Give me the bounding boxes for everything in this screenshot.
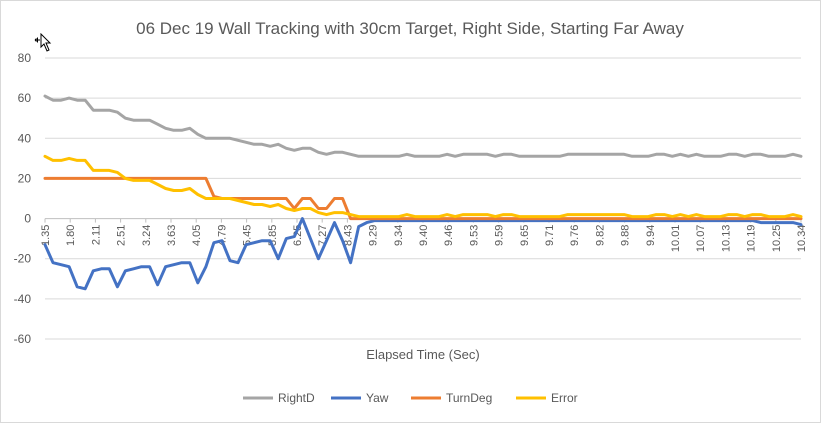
- x-tick-label: 9.71: [544, 225, 556, 246]
- x-tick-label: 9.53: [468, 225, 480, 246]
- x-tick-label: 9.59: [494, 225, 506, 246]
- x-tick-label: 9.65: [519, 225, 531, 246]
- series-line-error: [43, 154, 803, 219]
- x-tick-label: 10.25: [771, 225, 783, 253]
- x-tick-label: 9.76: [569, 225, 581, 246]
- x-tick-label: 9.82: [594, 225, 606, 246]
- x-tick-label: 3.63: [166, 225, 178, 246]
- legend: RightD Yaw TurnDeg Error: [243, 391, 578, 405]
- x-tick-label: 1.35: [40, 225, 52, 246]
- x-tick-label: 9.88: [620, 225, 632, 246]
- x-tick-label: 2.51: [116, 225, 128, 246]
- x-tick-label: 10.01: [670, 225, 682, 253]
- x-tick-label: 8.43: [342, 225, 354, 246]
- x-tick-label: 6.25: [292, 225, 304, 246]
- y-tick-label: 80: [18, 51, 32, 65]
- move-cursor-icon: [34, 33, 52, 52]
- y-tick-label: -40: [14, 292, 32, 306]
- y-tick-label: 60: [18, 91, 32, 105]
- gridlines: [45, 57, 801, 340]
- legend-label: TurnDeg: [446, 391, 492, 405]
- y-tick-label: -20: [14, 252, 32, 266]
- series-line-yaw: [43, 217, 803, 291]
- x-tick-label: 5.45: [242, 225, 254, 246]
- legend-label: Yaw: [366, 391, 389, 405]
- x-tick-label: 9.34: [393, 225, 405, 246]
- x-tick-label: 9.46: [443, 225, 455, 246]
- x-axis-label: Elapsed Time (Sec): [366, 347, 479, 362]
- x-tick-label: 9.40: [418, 225, 430, 246]
- series-lines: [43, 94, 803, 291]
- x-tick-label: 3.24: [141, 225, 153, 246]
- series-line-rightd: [43, 94, 803, 158]
- x-tick-label: 10.07: [695, 225, 707, 253]
- x-tick-label: 5.85: [267, 225, 279, 246]
- y-tick-label: -60: [14, 332, 32, 346]
- y-tick-label: 20: [18, 171, 32, 185]
- legend-label: Error: [551, 391, 578, 405]
- x-tick-label: 9.94: [645, 225, 657, 246]
- x-tick-label: 4.05: [191, 225, 203, 246]
- x-tick-label: 1.80: [65, 225, 77, 246]
- x-tick-label: 9.29: [368, 225, 380, 246]
- chart-title: 06 Dec 19 Wall Tracking with 30cm Target…: [136, 19, 684, 38]
- x-tick-label: 10.13: [720, 225, 732, 253]
- legend-label: RightD: [278, 391, 315, 405]
- x-tick-label: 10.19: [746, 225, 758, 253]
- y-tick-label: 40: [18, 131, 32, 145]
- y-axis-ticks: -60 -40 -20 0 20 40 60 80: [14, 51, 32, 346]
- series-line-turndeg: [43, 176, 803, 221]
- x-axis-ticks: 1.35 1.80 2.11 2.51 3.24 3.63 4.05 4.79 5.45 5.85…: [40, 218, 808, 253]
- y-tick-label: 0: [24, 212, 31, 226]
- x-tick-label: 2.11: [90, 225, 102, 246]
- x-tick-label: 10.34: [796, 225, 808, 253]
